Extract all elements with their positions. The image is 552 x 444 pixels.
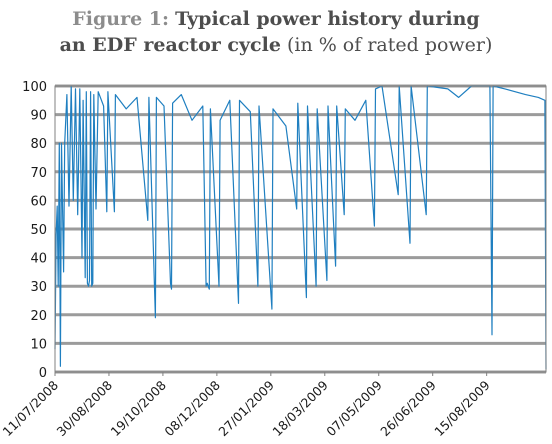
x-tick-label: 07/05/2009 xyxy=(323,377,385,439)
x-tick-label: 30/08/2008 xyxy=(54,377,116,439)
x-tick-label: 11/07/2008 xyxy=(0,377,61,439)
title-unit: (in % of rated power) xyxy=(286,34,493,56)
y-tick-label: 70 xyxy=(30,166,47,181)
x-tick-label: 27/01/2009 xyxy=(215,377,277,439)
chart-title-line-2: an EDF reactor cycle (in % of rated powe… xyxy=(0,32,552,58)
chart-title-line-1: Figure 1: Typical power history during xyxy=(0,6,552,32)
series-line xyxy=(54,85,547,370)
y-tick-label: 100 xyxy=(22,80,47,95)
x-tick-label: 26/06/2009 xyxy=(377,377,439,439)
plot-frame xyxy=(54,85,547,373)
chart-title: Figure 1: Typical power history during a… xyxy=(0,6,552,58)
y-tick-label: 60 xyxy=(30,194,47,209)
x-tick-label: 08/12/2008 xyxy=(161,377,223,439)
y-axis-ticks: 0 10 20 30 40 50 60 70 80 90 100 xyxy=(22,80,47,381)
x-tick-label: 19/10/2008 xyxy=(107,377,169,439)
series-area xyxy=(54,85,547,370)
y-tick-label: 30 xyxy=(30,280,47,295)
x-tick-label: 15/08/2009 xyxy=(431,377,493,439)
figure-number: Figure 1: xyxy=(72,8,170,30)
y-tick-label: 50 xyxy=(30,223,47,238)
y-tick-label: 20 xyxy=(30,309,47,324)
y-tick-label: 80 xyxy=(30,137,47,152)
x-axis-ticks: 11/07/200830/08/200819/10/200808/12/2008… xyxy=(0,372,493,439)
y-tick-label: 0 xyxy=(39,366,47,381)
y-tick-label: 90 xyxy=(30,109,47,124)
y-tick-label: 10 xyxy=(30,337,47,352)
x-tick-label: 18/03/2009 xyxy=(269,377,331,439)
title-main-2: an EDF reactor cycle xyxy=(59,34,281,56)
grid xyxy=(55,84,546,374)
y-tick-label: 40 xyxy=(30,252,47,267)
title-main-1: Typical power history during xyxy=(175,8,480,30)
